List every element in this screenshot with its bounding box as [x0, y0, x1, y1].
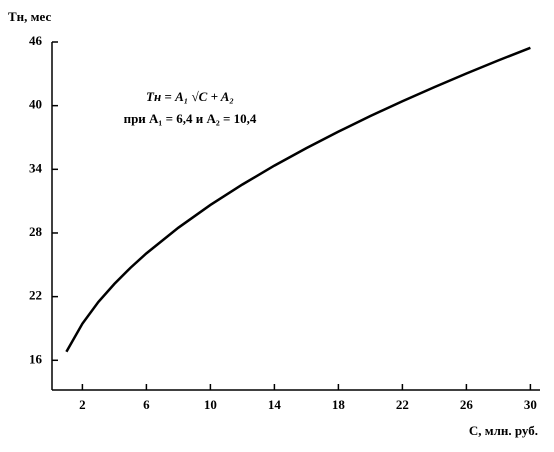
y-tick-label: 28 — [29, 224, 43, 239]
x-tick-label: 18 — [332, 397, 346, 412]
y-axis-label: Tн, мес — [8, 9, 51, 24]
y-tick-label: 16 — [29, 351, 43, 366]
y-tick-label: 34 — [29, 160, 43, 175]
x-tick-label: 30 — [524, 397, 537, 412]
x-tick-label: 6 — [143, 397, 150, 412]
x-tick-label: 14 — [268, 397, 282, 412]
x-tick-label: 10 — [204, 397, 217, 412]
formula: Tн = A₁ √C + A₂ — [146, 89, 234, 104]
y-tick-label: 40 — [29, 97, 42, 112]
x-axis-label: C, млн. руб. — [469, 423, 538, 438]
y-tick-label: 46 — [29, 33, 43, 48]
x-tick-label: 22 — [396, 397, 409, 412]
x-tick-label: 26 — [460, 397, 474, 412]
y-tick-label: 22 — [29, 288, 42, 303]
curve — [65, 46, 531, 353]
formula-params: при A₁ = 6,4 и A₂ = 10,4 — [124, 111, 257, 126]
x-tick-label: 2 — [79, 397, 86, 412]
